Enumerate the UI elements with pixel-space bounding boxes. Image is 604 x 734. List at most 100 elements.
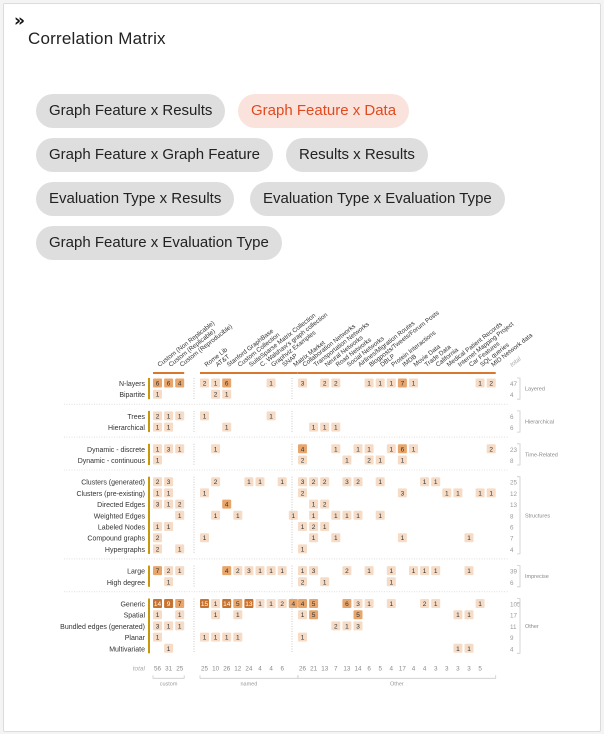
- matrix-cell: [288, 599, 298, 608]
- matrix-cell-value: 1: [236, 513, 240, 520]
- matrix-cell: [309, 510, 319, 520]
- row-label: Hierarchical: [108, 425, 145, 432]
- matrix-cell-value: 1: [478, 381, 482, 388]
- matrix-cell-value: 1: [445, 490, 449, 497]
- matrix-cell: [397, 488, 407, 498]
- column-group-bar: [153, 372, 185, 374]
- matrix-cell: [244, 599, 254, 608]
- matrix-cell: [298, 378, 307, 388]
- matrix-cell: [397, 378, 407, 388]
- column-total: 26: [223, 665, 231, 672]
- matrix-cell-value: 1: [389, 601, 393, 608]
- matrix-cell: [164, 488, 174, 498]
- matrix-cell: [233, 510, 243, 520]
- matrix-cell-value: 1: [389, 446, 393, 453]
- column-total: 25: [201, 665, 209, 672]
- row-group-bracket: [517, 443, 521, 466]
- column-total: 3: [456, 665, 460, 672]
- matrix-cell-value: 1: [178, 568, 182, 575]
- matrix-cell: [175, 411, 185, 421]
- matrix-cell: [211, 389, 221, 399]
- column-total: 4: [390, 665, 394, 672]
- row-group-label: Structures: [525, 513, 550, 519]
- matrix-cell: [375, 455, 385, 465]
- row-group-bracket: [517, 598, 521, 654]
- column-group-bracket: [297, 675, 497, 679]
- matrix-cell-value: 2: [334, 381, 338, 388]
- row-group-label: Imprecise: [525, 574, 549, 580]
- column-total: 5: [378, 665, 382, 672]
- matrix-cell-value: 1: [367, 381, 371, 388]
- matrix-cell-value: 1: [323, 425, 327, 432]
- matrix-cell-value: 1: [434, 601, 438, 608]
- matrix-cell-value: 1: [178, 612, 182, 619]
- matrix-cell: [153, 533, 162, 543]
- matrix-cell-value: 1: [156, 446, 160, 453]
- matrix-cell-value: 6: [401, 446, 405, 453]
- matrix-cell-value: 1: [389, 568, 393, 575]
- tab-graph-feature-x-data[interactable]: Graph Feature x Data: [238, 94, 410, 128]
- matrix-cell-value: 2: [334, 623, 338, 630]
- matrix-cell-value: 1: [203, 535, 207, 542]
- matrix-cell: [442, 488, 452, 498]
- matrix-cell: [200, 599, 209, 608]
- matrix-cell: [298, 566, 307, 576]
- tab-evaluation-type-x-evaluation-type[interactable]: Evaluation Type x Evaluation Type: [250, 182, 505, 216]
- matrix-cell-value: 1: [236, 635, 240, 642]
- matrix-cell: [464, 643, 474, 653]
- matrix-cell: [320, 422, 330, 432]
- matrix-cell: [331, 422, 341, 432]
- row-group-bar: [148, 565, 150, 587]
- matrix-cell: [277, 566, 287, 576]
- tab-graph-feature-x-results[interactable]: Graph Feature x Results: [36, 94, 226, 128]
- row-label: Dynamic - continuous: [78, 458, 146, 465]
- matrix-cell: [386, 566, 396, 576]
- matrix-cell-value: 5: [312, 612, 316, 619]
- matrix-cell-value: 2: [156, 546, 160, 553]
- matrix-cell-value: 1: [301, 635, 305, 642]
- matrix-cell: [153, 488, 162, 498]
- matrix-cell-value: 1: [258, 479, 262, 486]
- tab-graph-feature-x-evaluation-type[interactable]: Graph Feature x Evaluation Type: [36, 226, 282, 260]
- matrix-cell-value: 1: [334, 446, 338, 453]
- matrix-cell: [244, 566, 254, 576]
- matrix-cell-value: 2: [301, 490, 305, 497]
- matrix-cell-value: 1: [178, 513, 182, 520]
- matrix-cell-value: 1: [367, 601, 371, 608]
- matrix-cell-value: 1: [269, 568, 273, 575]
- matrix-cell: [211, 599, 221, 608]
- row-label: Weighted Edges: [94, 513, 146, 520]
- matrix-cell: [211, 610, 221, 620]
- matrix-cell-value: 1: [423, 479, 427, 486]
- matrix-cell-value: 4: [225, 568, 229, 575]
- matrix-cell-value: 1: [167, 524, 171, 531]
- matrix-cell: [353, 610, 363, 620]
- matrix-cell: [309, 599, 319, 608]
- row-label: N-layers: [119, 381, 146, 388]
- matrix-cell-value: 1: [312, 425, 316, 432]
- matrix-cell-value: 1: [225, 392, 229, 399]
- tab-results-x-results[interactable]: Results x Results: [286, 138, 428, 172]
- matrix-cell-value: 1: [434, 479, 438, 486]
- row-group-label: Other: [525, 624, 539, 630]
- matrix-cell-value: 2: [489, 381, 493, 388]
- matrix-cell: [222, 632, 232, 642]
- matrix-cell: [164, 643, 174, 653]
- matrix-cell-value: 14: [223, 601, 231, 608]
- column-group-label: custom: [160, 681, 178, 687]
- matrix-cell-value: 4: [225, 502, 229, 509]
- matrix-cell-value: 1: [214, 446, 218, 453]
- matrix-cell-value: 1: [467, 568, 471, 575]
- tab-graph-feature-x-graph-feature[interactable]: Graph Feature x Graph Feature: [36, 138, 273, 172]
- matrix-cell-value: 3: [401, 490, 405, 497]
- matrix-cell: [164, 422, 174, 432]
- matrix-cell: [255, 566, 265, 576]
- matrix-cell-value: 1: [167, 425, 171, 432]
- matrix-cell-value: 1: [214, 612, 218, 619]
- total-column-header: total: [509, 355, 523, 368]
- row-label: Dynamic - discrete: [87, 447, 145, 454]
- matrix-cell: [175, 544, 185, 554]
- double-chevron-right-icon[interactable]: ››: [14, 11, 25, 31]
- row-label: Large: [127, 569, 145, 576]
- tab-evaluation-type-x-results[interactable]: Evaluation Type x Results: [36, 182, 235, 216]
